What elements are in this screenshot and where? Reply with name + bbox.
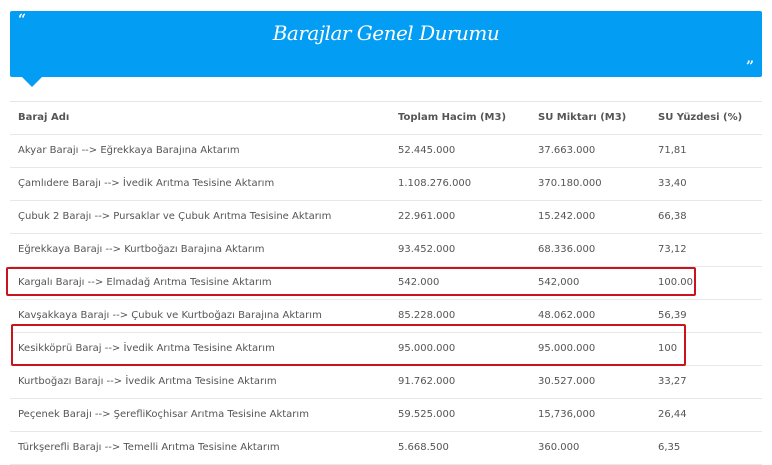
open-quote-icon: “ [18, 12, 27, 28]
cell-water-percent: 100.00 [658, 277, 693, 288]
cell-total-volume: 85.228.000 [398, 310, 456, 321]
cell-dam-name: Kavşakkaya Barajı --> Çubuk ve Kurtboğaz… [18, 310, 322, 321]
cell-dam-name: Çubuk 2 Barajı --> Pursaklar ve Çubuk Ar… [18, 211, 332, 222]
table-row: Türkşerefli Barajı --> Temelli Arıtma Te… [10, 432, 762, 465]
table-row: Çubuk 2 Barajı --> Pursaklar ve Çubuk Ar… [10, 201, 762, 234]
cell-dam-name: Kargalı Barajı --> Elmadağ Arıtma Tesisi… [18, 277, 272, 288]
cell-water-amount: 95.000.000 [538, 343, 596, 354]
table-row: Peçenek Barajı --> ŞerefliKoçhisar Arıtm… [10, 399, 762, 432]
cell-water-amount: 68.336.000 [538, 244, 596, 255]
cell-water-amount: 370.180.000 [538, 178, 602, 189]
cell-dam-name: Çamlıdere Barajı --> İvedik Arıtma Tesis… [18, 178, 275, 189]
page-title: Barajlar Genel Durumu [272, 21, 500, 45]
table-row: Çamlıdere Barajı --> İvedik Arıtma Tesis… [10, 168, 762, 201]
header-name: Baraj Adı [18, 112, 70, 123]
cell-water-amount: 30.527.000 [538, 376, 596, 387]
cell-water-amount: 15,736,000 [538, 409, 596, 420]
cell-total-volume: 52.445.000 [398, 145, 456, 156]
title-banner: “ Barajlar Genel Durumu ” [10, 11, 762, 87]
highlight-box-kargali [6, 267, 696, 296]
cell-water-amount: 15.242.000 [538, 211, 596, 222]
cell-water-percent: 33,27 [658, 376, 687, 387]
header-total-volume: Toplam Hacim (M3) [398, 112, 507, 123]
table-row: Akyar Barajı --> Eğrekkaya Barajına Akta… [10, 135, 762, 168]
cell-water-percent: 71,81 [658, 145, 687, 156]
cell-water-percent: 6,35 [658, 442, 681, 453]
cell-total-volume: 93.452.000 [398, 244, 456, 255]
table-row: Kavşakkaya Barajı --> Çubuk ve Kurtboğaz… [10, 300, 762, 333]
cell-dam-name: Eğrekkaya Barajı --> Kurtboğazı Barajına… [18, 244, 265, 255]
table-row: Kurtboğazı Barajı --> İvedik Arıtma Tesi… [10, 366, 762, 399]
cell-water-amount: 37.663.000 [538, 145, 596, 156]
cell-total-volume: 1.108.276.000 [398, 178, 472, 189]
banner-pointer [22, 77, 42, 87]
cell-dam-name: Peçenek Barajı --> ŞerefliKoçhisar Arıtm… [18, 409, 309, 420]
cell-water-percent: 56,39 [658, 310, 687, 321]
cell-water-amount: 542,000 [538, 277, 580, 288]
cell-total-volume: 22.961.000 [398, 211, 456, 222]
close-quote-icon: ” [745, 59, 754, 75]
cell-dam-name: Akyar Barajı --> Eğrekkaya Barajına Akta… [18, 145, 240, 156]
cell-total-volume: 91.762.000 [398, 376, 456, 387]
header-water-amount: SU Miktarı (M3) [538, 112, 627, 123]
table-header: Baraj Adı Toplam Hacim (M3) SU Miktarı (… [10, 102, 762, 135]
cell-total-volume: 59.525.000 [398, 409, 456, 420]
cell-dam-name: Türkşerefli Barajı --> Temelli Arıtma Te… [18, 442, 280, 453]
cell-water-percent: 26,44 [658, 409, 687, 420]
table-row: Kargalı Barajı --> Elmadağ Arıtma Tesisi… [10, 267, 762, 300]
cell-water-percent: 73,12 [658, 244, 687, 255]
cell-dam-name: Kurtboğazı Barajı --> İvedik Arıtma Tesi… [18, 376, 277, 387]
cell-dam-name: Kesikköprü Baraj --> İvedik Arıtma Tesis… [18, 343, 275, 354]
cell-water-amount: 360.000 [538, 442, 580, 453]
cell-water-percent: 100 [658, 343, 678, 354]
cell-total-volume: 95.000.000 [398, 343, 456, 354]
cell-water-percent: 33,40 [658, 178, 687, 189]
cell-total-volume: 542.000 [398, 277, 440, 288]
cell-total-volume: 5.668.500 [398, 442, 449, 453]
cell-water-percent: 66,38 [658, 211, 687, 222]
cell-water-amount: 48.062.000 [538, 310, 596, 321]
table-row: Eğrekkaya Barajı --> Kurtboğazı Barajına… [10, 234, 762, 267]
highlight-box-kesikkopru [11, 324, 686, 366]
header-water-percent: SU Yüzdesi (%) [658, 112, 743, 123]
